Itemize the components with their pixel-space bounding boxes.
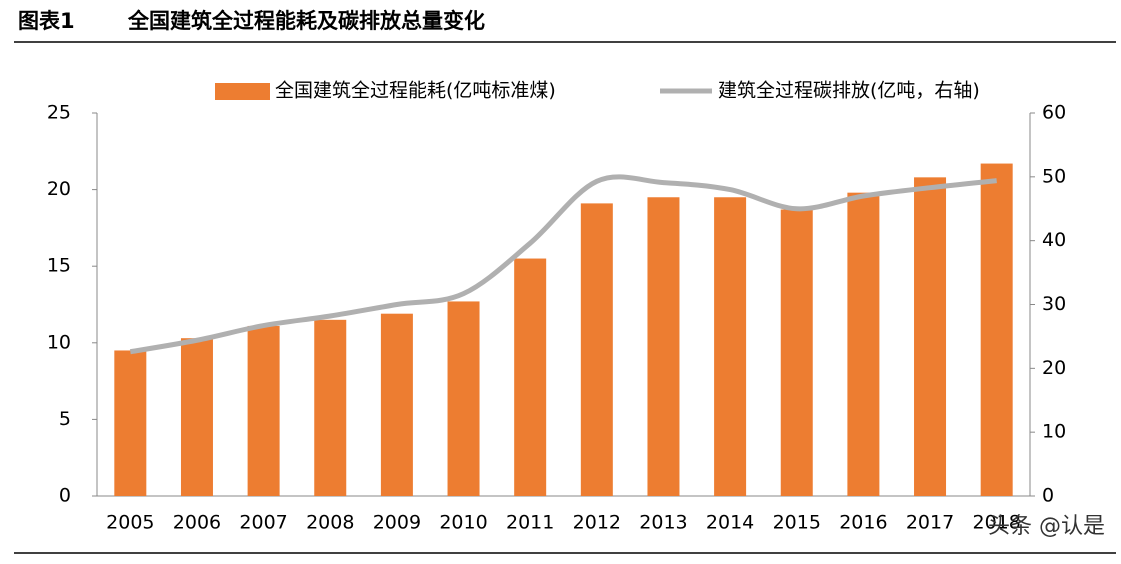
y-tick-label: 15 bbox=[47, 255, 71, 277]
x-tick-label: 2005 bbox=[106, 512, 154, 534]
x-tick-label: 2012 bbox=[573, 512, 621, 534]
y2-tick-label: 0 bbox=[1042, 485, 1054, 507]
y2-tick-label: 50 bbox=[1042, 165, 1066, 187]
chart-title: 全国建筑全过程能耗及碳排放总量变化 bbox=[127, 9, 485, 33]
y-tick-label: 5 bbox=[59, 408, 71, 430]
bar bbox=[980, 163, 1013, 496]
bar bbox=[847, 192, 880, 496]
x-tick-label: 2010 bbox=[439, 512, 487, 534]
line bbox=[129, 174, 997, 355]
x-tick-label: 2011 bbox=[506, 512, 554, 534]
bar bbox=[647, 197, 680, 496]
x-tick-label: 2007 bbox=[239, 512, 287, 534]
x-tick-label: 2009 bbox=[373, 512, 421, 534]
legend-label: 全国建筑全过程能耗(亿吨标准煤) bbox=[275, 80, 556, 102]
bar bbox=[114, 350, 147, 496]
legend-label: 建筑全过程碳排放(亿吨，右轴) bbox=[718, 80, 980, 102]
bar bbox=[780, 209, 813, 497]
y-tick-label: 0 bbox=[59, 485, 71, 507]
bar bbox=[247, 325, 280, 496]
y-tick-label: 25 bbox=[47, 102, 71, 124]
y2-tick-label: 10 bbox=[1042, 421, 1066, 443]
bar bbox=[580, 203, 613, 496]
watermark: 头条 @认是 bbox=[988, 514, 1105, 539]
figure-label: 图表1 bbox=[18, 9, 75, 33]
y-tick-label: 10 bbox=[47, 331, 71, 353]
x-tick-label: 2017 bbox=[906, 512, 954, 534]
bar bbox=[914, 177, 947, 496]
x-tick-label: 2013 bbox=[639, 512, 687, 534]
x-tick-label: 2016 bbox=[839, 512, 887, 534]
bar bbox=[514, 258, 547, 496]
bar bbox=[314, 319, 347, 496]
legend-swatch bbox=[215, 83, 270, 100]
bar bbox=[180, 338, 213, 496]
y2-tick-label: 60 bbox=[1042, 102, 1066, 124]
y2-tick-label: 30 bbox=[1042, 293, 1066, 315]
bar bbox=[714, 197, 747, 496]
x-tick-label: 2015 bbox=[773, 512, 821, 534]
y2-tick-label: 40 bbox=[1042, 229, 1066, 251]
x-tick-label: 2014 bbox=[706, 512, 754, 534]
y2-tick-label: 20 bbox=[1042, 357, 1066, 379]
bar bbox=[380, 313, 413, 496]
bar bbox=[447, 301, 480, 496]
x-tick-label: 2018 bbox=[972, 512, 1020, 534]
x-tick-label: 2006 bbox=[173, 512, 221, 534]
x-tick-label: 2008 bbox=[306, 512, 354, 534]
y-tick-label: 20 bbox=[47, 178, 71, 200]
